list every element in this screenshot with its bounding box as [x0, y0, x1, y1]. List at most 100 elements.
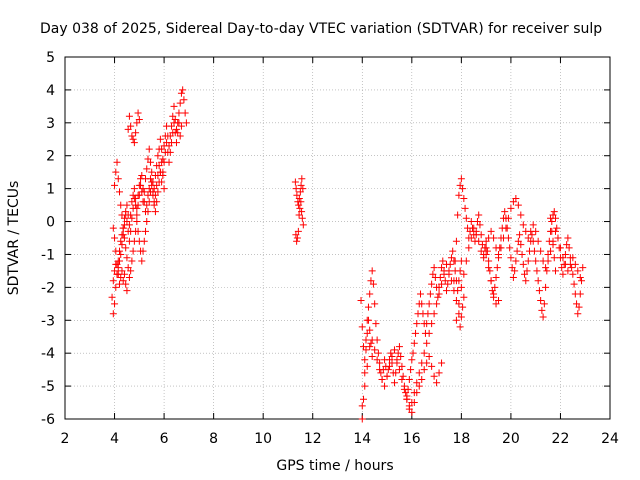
data-point	[119, 231, 127, 239]
data-point	[369, 280, 377, 288]
data-point	[570, 280, 578, 288]
data-point	[130, 139, 138, 147]
data-point	[112, 247, 120, 255]
y-tick-label: 5	[46, 50, 55, 66]
data-point	[490, 290, 498, 298]
data-series	[450, 175, 587, 331]
data-point	[160, 185, 168, 193]
x-tick-label: 4	[110, 431, 119, 447]
data-point	[293, 234, 301, 242]
data-point	[357, 297, 365, 305]
data-point	[450, 277, 458, 285]
data-point	[457, 313, 465, 321]
x-tick-label: 16	[403, 431, 421, 447]
data-point	[358, 323, 366, 331]
data-point	[465, 244, 473, 252]
data-point	[297, 181, 305, 189]
data-point	[135, 116, 143, 124]
data-point	[108, 293, 116, 301]
data-point	[537, 297, 545, 305]
data-point	[509, 273, 517, 281]
data-point	[125, 273, 133, 281]
data-point	[291, 178, 299, 186]
data-point	[176, 99, 184, 107]
data-point	[142, 227, 150, 235]
data-point	[155, 178, 163, 186]
data-point	[492, 273, 500, 281]
data-point	[534, 277, 542, 285]
data-point	[460, 195, 468, 203]
data-point	[553, 224, 561, 232]
data-point	[366, 290, 374, 298]
data-point	[574, 310, 582, 318]
data-point	[425, 300, 433, 308]
data-point	[388, 352, 396, 360]
data-point	[501, 208, 509, 216]
data-point	[123, 254, 131, 262]
x-tick-label: 18	[452, 431, 470, 447]
data-point	[461, 204, 469, 212]
data-point	[368, 267, 376, 275]
data-point	[177, 89, 185, 97]
data-point	[548, 218, 556, 226]
y-tick-label: -2	[41, 280, 55, 296]
data-point	[430, 264, 438, 272]
data-point	[146, 158, 154, 166]
data-point	[507, 254, 515, 262]
data-point	[487, 277, 495, 285]
data-point	[383, 372, 391, 380]
y-tick-label: -5	[41, 379, 55, 395]
data-point	[517, 241, 525, 249]
data-point	[435, 369, 443, 377]
data-point	[578, 277, 586, 285]
data-point	[564, 234, 572, 242]
x-tick-label: 20	[502, 431, 520, 447]
data-point	[361, 382, 369, 390]
data-point	[552, 267, 559, 275]
data-point	[467, 234, 475, 242]
data-point	[428, 320, 436, 328]
data-point	[537, 247, 545, 255]
data-point	[433, 379, 441, 387]
data-point	[175, 109, 183, 117]
data-point	[403, 392, 411, 400]
data-point	[438, 280, 446, 288]
data-point	[564, 267, 572, 275]
data-point	[400, 385, 408, 393]
data-point	[371, 300, 379, 308]
data-point	[381, 382, 389, 390]
data-point	[295, 195, 303, 203]
data-point	[571, 260, 579, 268]
data-point	[143, 218, 151, 226]
data-point	[524, 257, 532, 265]
data-point	[462, 214, 470, 222]
data-point	[511, 267, 519, 275]
data-point	[180, 96, 188, 104]
data-point	[460, 270, 468, 278]
data-point	[413, 320, 421, 328]
data-point	[495, 250, 503, 258]
data-point	[440, 270, 448, 278]
y-tick-label: -6	[41, 412, 55, 428]
data-point	[139, 247, 147, 255]
data-point	[548, 227, 556, 235]
data-point	[374, 349, 382, 357]
data-point	[294, 227, 302, 235]
data-point	[120, 234, 128, 242]
data-point	[372, 320, 380, 328]
data-point	[133, 218, 141, 226]
data-point	[430, 310, 438, 318]
data-point	[395, 343, 403, 351]
data-point	[424, 310, 432, 318]
data-point	[176, 132, 184, 140]
x-tick-label: 24	[601, 431, 619, 447]
data-point	[476, 221, 484, 229]
data-point	[113, 158, 121, 166]
data-point	[574, 267, 582, 275]
data-point	[490, 234, 498, 242]
data-point	[368, 352, 376, 360]
data-point	[425, 352, 433, 360]
data-point	[158, 158, 166, 166]
data-point	[423, 339, 431, 347]
data-point	[528, 231, 536, 239]
